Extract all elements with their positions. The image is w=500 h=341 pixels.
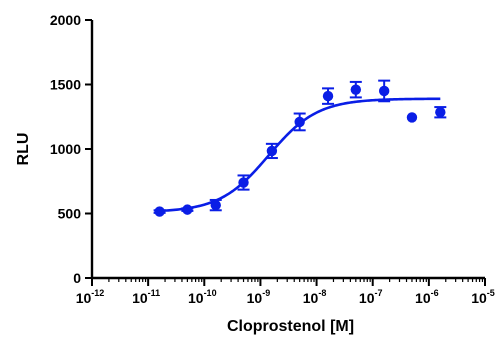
data-point [322,90,334,102]
x-tick-label: 10-11 [132,288,160,306]
data-point [154,206,165,217]
y-tick-label: 1000 [50,141,81,157]
x-tick-label: 10-5 [471,288,495,306]
x-tick-label: 10-8 [303,288,327,306]
y-tick-label: 0 [73,270,81,286]
x-axis-title: Cloprostenol [M] [227,318,354,335]
data-point [294,116,305,128]
data-point [182,204,193,215]
data-point [378,85,390,97]
y-tick-label: 2000 [50,12,81,28]
y-tick-label: 500 [58,206,82,222]
data-point [238,177,249,188]
x-tick-label: 10-10 [188,288,217,306]
data-point [406,112,418,123]
data-point [266,145,278,157]
axes [90,20,485,280]
x-tick-label: 10-6 [415,288,439,306]
data-point [210,199,221,211]
y-tick-label: 1500 [50,77,81,93]
x-ticks: 10-12 10-11 10-10 10-9 10-8 10-7 10-6 10-5 [76,278,495,306]
data-points [153,79,447,217]
data-point [350,84,362,95]
x-tick-label: 10-7 [359,288,383,306]
x-tick-label: 10-12 [76,288,105,306]
data-point [435,107,446,118]
y-ticks: 0 500 1000 1500 2000 [50,12,92,286]
x-tick-label: 10-9 [247,288,271,306]
y-axis-title: RLU [15,133,32,166]
